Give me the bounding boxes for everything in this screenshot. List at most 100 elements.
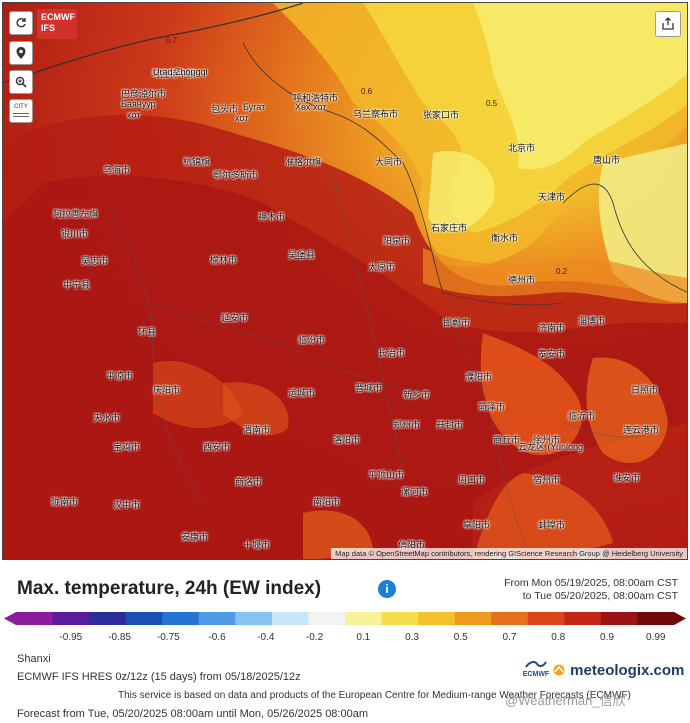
legend-swatch (16, 612, 54, 625)
legend-swatch (345, 612, 383, 625)
place-label: Бугат (243, 102, 266, 112)
legend-tick-label: -0.95 (59, 632, 82, 643)
weibo-watermark: @Weatherman_信欣 (505, 693, 626, 708)
info-icon[interactable]: i (378, 580, 396, 598)
place-label: 宝鸡市 (113, 442, 141, 452)
place-label: 洛阳市 (333, 435, 361, 445)
legend-swatch (600, 612, 638, 625)
legend-swatch (125, 612, 163, 625)
legend-tick-label: 0.1 (356, 632, 370, 643)
place-label: 平顶山市 (368, 470, 405, 480)
forecast-map[interactable]: ECMWF IFS CITY 乌拉特中旗 Urad Zhongqi 巴彦淖尔市 Бая… (2, 2, 688, 560)
place-label: 新乡市 (403, 390, 431, 400)
place-label: 宿州市 (533, 475, 561, 485)
place-label: 蚌埠市 (538, 520, 566, 530)
place-label: 邯郸市 (443, 318, 471, 328)
legend-swatch (527, 612, 565, 625)
place-label: 吴忠市 (81, 256, 109, 266)
place-label: 日照市 (631, 385, 659, 395)
share-button[interactable] (655, 11, 681, 37)
legend-swatch (418, 612, 456, 625)
place-label: 唐山市 (593, 155, 621, 165)
place-label: 中宁县 (63, 280, 91, 290)
place-label: хот (235, 113, 249, 123)
place-label: 信阳市 (398, 540, 426, 550)
place-label: Хөх хот (295, 102, 327, 112)
place-label: 延安市 (221, 313, 249, 323)
map-attribution: Map data © OpenStreetMap contributors, r… (331, 548, 687, 559)
isoline-label: 0.5 (486, 99, 498, 108)
place-label: 濮阳市 (465, 372, 493, 382)
place-label: 长治市 (378, 348, 406, 358)
place-label: 乌拉特中旗 (151, 69, 197, 79)
legend-tick-label: -0.2 (306, 632, 324, 643)
ecmwf-label: ECMWF (522, 671, 550, 678)
place-label: 阳泉市 (383, 236, 411, 246)
legend-tick-label: -0.6 (208, 632, 226, 643)
legend-arrow-high (674, 612, 686, 625)
place-label: 安康市 (181, 532, 209, 542)
place-label: 阜阳市 (463, 520, 491, 530)
place-label: 呼和浩特市 (293, 93, 339, 103)
refresh-button[interactable] (9, 11, 33, 35)
place-label: 淄博市 (578, 316, 606, 326)
place-label: 庆阳市 (153, 385, 181, 395)
place-label: 张家口市 (423, 110, 460, 120)
model-run-info: ECMWF IFS HRES 0z/12z (15 days) from 05/… (17, 671, 301, 683)
place-label: 天水市 (93, 413, 121, 423)
meteologix-brand[interactable]: meteologix.com (552, 662, 684, 679)
place-label: 银川市 (61, 229, 89, 239)
place-label: 南阳市 (313, 497, 341, 507)
location-pin-icon (16, 47, 26, 59)
legend-tick-label: 0.99 (646, 632, 666, 643)
place-label: 菏泽市 (478, 402, 506, 412)
city-labels-button[interactable]: CITY (9, 99, 33, 123)
isoline-label: 0.6 (361, 87, 373, 96)
map-shading (3, 3, 687, 559)
meteologix-sun-icon (553, 664, 565, 676)
place-label: 连云港市 (623, 425, 660, 435)
place-label: 大同市 (375, 157, 403, 167)
legend-swatch (491, 612, 529, 625)
place-label: 乌兰察布市 (353, 109, 399, 119)
ecmwf-ifs-logo: ECMWF IFS (37, 9, 77, 39)
legend-swatch (381, 612, 419, 625)
legend-tick-label: 0.9 (600, 632, 614, 643)
data-source-notice: This service is based on data and produc… (118, 690, 631, 701)
locate-button[interactable] (9, 41, 33, 65)
place-label: 晋城市 (355, 383, 383, 393)
legend-swatch (637, 612, 675, 625)
place-label: 包头市 (211, 104, 239, 114)
legend-swatch (198, 612, 236, 625)
legend-swatch (454, 612, 492, 625)
logo-line-ifs: IFS (41, 23, 56, 33)
place-label: 太原市 (368, 262, 396, 272)
ecmwf-swoosh-icon (525, 661, 547, 668)
legend-tick-label: 0.5 (454, 632, 468, 643)
place-label: 阿拉善左旗 (53, 209, 99, 219)
legend-swatch (235, 612, 273, 625)
color-legend: -0.95 -0.85 -0.75 -0.6 -0.4 -0.2 0.1 0.3 0.5 0.7 0… (4, 612, 686, 643)
place-label: 漯河市 (401, 487, 429, 497)
place-label: 环县 (138, 327, 157, 337)
place-label: 德州市 (508, 275, 536, 285)
place-label: 杭锦旗 (183, 157, 211, 167)
place-label: 郑州市 (393, 420, 421, 430)
place-label: 泰安市 (538, 349, 566, 359)
place-label: 济南市 (538, 323, 566, 333)
place-label: 淮安市 (613, 473, 641, 483)
legend-tick-label: 0.7 (503, 632, 517, 643)
place-label: 衡水市 (491, 233, 519, 243)
place-label: 准格尔旗 (285, 157, 322, 167)
zoom-button[interactable] (9, 70, 33, 94)
legend-arrow-low (4, 612, 16, 625)
place-label: 临沂市 (568, 411, 596, 421)
place-label: 北京市 (508, 143, 536, 153)
share-icon (662, 17, 674, 30)
range-from: From Mon 05/19/2025, 08:00am CST (504, 577, 678, 589)
isoline-label: 0.7 (166, 36, 178, 45)
place-label: 运城市 (288, 388, 316, 398)
place-label: 天津市 (538, 192, 566, 202)
brand-text: meteologix.com (570, 662, 685, 679)
place-label: 鄂尔多斯市 (213, 170, 259, 180)
